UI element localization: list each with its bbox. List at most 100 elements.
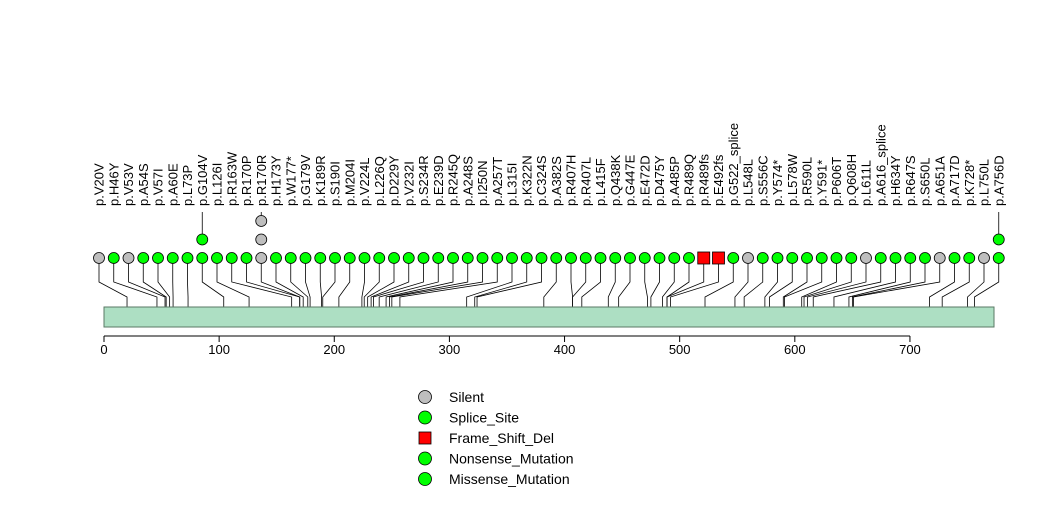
x-tick-label: 200 [323,342,345,357]
mutation-label: p.V53V [121,163,136,206]
mutation-point [506,252,518,264]
mutation-point [992,252,1005,264]
mutation-label: p.V232I [401,161,416,206]
connector-line [260,258,301,307]
connector-line [363,258,380,307]
mutation-point [181,252,194,264]
mutation-point [992,233,1005,246]
connector-line [764,258,778,307]
mutation-point [299,252,312,264]
mutation-label: p.S556C [755,155,770,206]
mutation-label: p.K189R [313,155,328,206]
mutation-label: p.L578W [785,153,800,206]
mutation-point [107,252,120,264]
mutation-point [815,252,828,264]
mutation-point [329,252,341,264]
legend-swatch [418,410,432,425]
mutation-label: p.V20V [92,163,107,206]
mutation-label: p.R647S [903,155,918,206]
mutation-label: p.Q608H [844,154,859,206]
mutation-label: p.R407L [578,157,593,206]
connector-line [338,258,351,307]
mutation-point [196,252,209,264]
mutation-label: p.W177* [283,156,298,206]
mutation-point [402,252,415,264]
mutation-point [609,252,622,264]
mutation-point [978,252,990,264]
connector-line [833,258,896,307]
legend-swatch-square [418,431,432,445]
mutation-point [579,252,592,264]
connector-line [782,258,808,307]
mutation-label: p.L315I [505,163,520,206]
mutation-point [668,252,681,264]
mutation-label: p.H173Y [269,155,284,206]
mutation-label: p.L548L [741,159,756,206]
mutation-label: p.R489Q [682,154,697,206]
x-tick-label: 600 [784,342,806,357]
mutation-point [683,252,695,264]
mutation-point [653,252,666,264]
mutation-point [93,252,105,264]
connector-line [618,258,631,307]
mutation-label: p.A248S [460,156,475,206]
mutation-label: p.Q438K [608,154,623,206]
mutation-point [152,252,164,264]
mutation-point [476,252,489,264]
connector-line [373,258,424,307]
mutation-label: p.D475Y [652,155,667,206]
x-axis: 0 100 200 300 400 500 600 700 [100,335,921,357]
mutation-point [255,215,268,227]
mutation-point [270,252,282,264]
mutation-label: p.V57I [151,168,166,206]
connector-line [370,258,410,307]
legend-label: Frame_Shift_Del [449,430,554,446]
connector-line [803,258,852,307]
mutation-label: p.L73P [180,165,195,206]
connector-line [734,258,749,307]
connector-line [361,258,365,307]
connector-line [466,258,513,307]
x-tick-label: 300 [439,342,461,357]
mutation-label: p.L415F [593,158,608,206]
mutation-point-square [712,251,725,265]
legend: Silent Splice_Site Frame_Shift_Del Nonsense… [418,389,574,487]
mutation-point [963,252,976,264]
mutation-label: p.S650L [918,158,933,206]
mutation-label: p.A616_splice [873,124,888,206]
mutation-point [830,252,843,264]
connector-line [201,258,225,307]
connector-line [967,258,985,307]
mutation-label: p.R163W [224,151,239,206]
connector-line [607,258,616,307]
mutation-point [255,233,268,246]
legend-label: Splice_Site [449,410,519,426]
mutation-point [801,252,813,264]
mutation-point [432,252,445,264]
connector-line [157,258,171,307]
mutation-label: p.K322N [519,155,534,206]
connector-line [807,258,867,307]
mutation-point-square [697,251,711,265]
mutation-point [742,252,754,264]
mutation-label: p.E239D [431,155,446,206]
legend-label: Missense_Mutation [449,471,570,487]
mutation-point [417,252,430,264]
connector-line [231,258,293,307]
connector-line [385,258,454,307]
mutation-label: p.I250N [475,160,490,206]
legend-label: Nonsense_Mutation [449,451,574,467]
connector-line [974,258,1000,307]
connector-line [399,258,498,307]
mutation-label: p.A717D [947,155,962,206]
x-tick-label: 500 [669,342,691,357]
mutation-point [919,252,931,264]
connector-line [476,258,542,307]
protein-domain-bar [103,306,995,328]
mutation-label: p.Y574* [770,160,785,206]
connector-line [128,258,166,307]
connector-line [644,258,648,307]
legend-swatch [418,390,432,404]
x-tick-label: 100 [208,342,230,357]
